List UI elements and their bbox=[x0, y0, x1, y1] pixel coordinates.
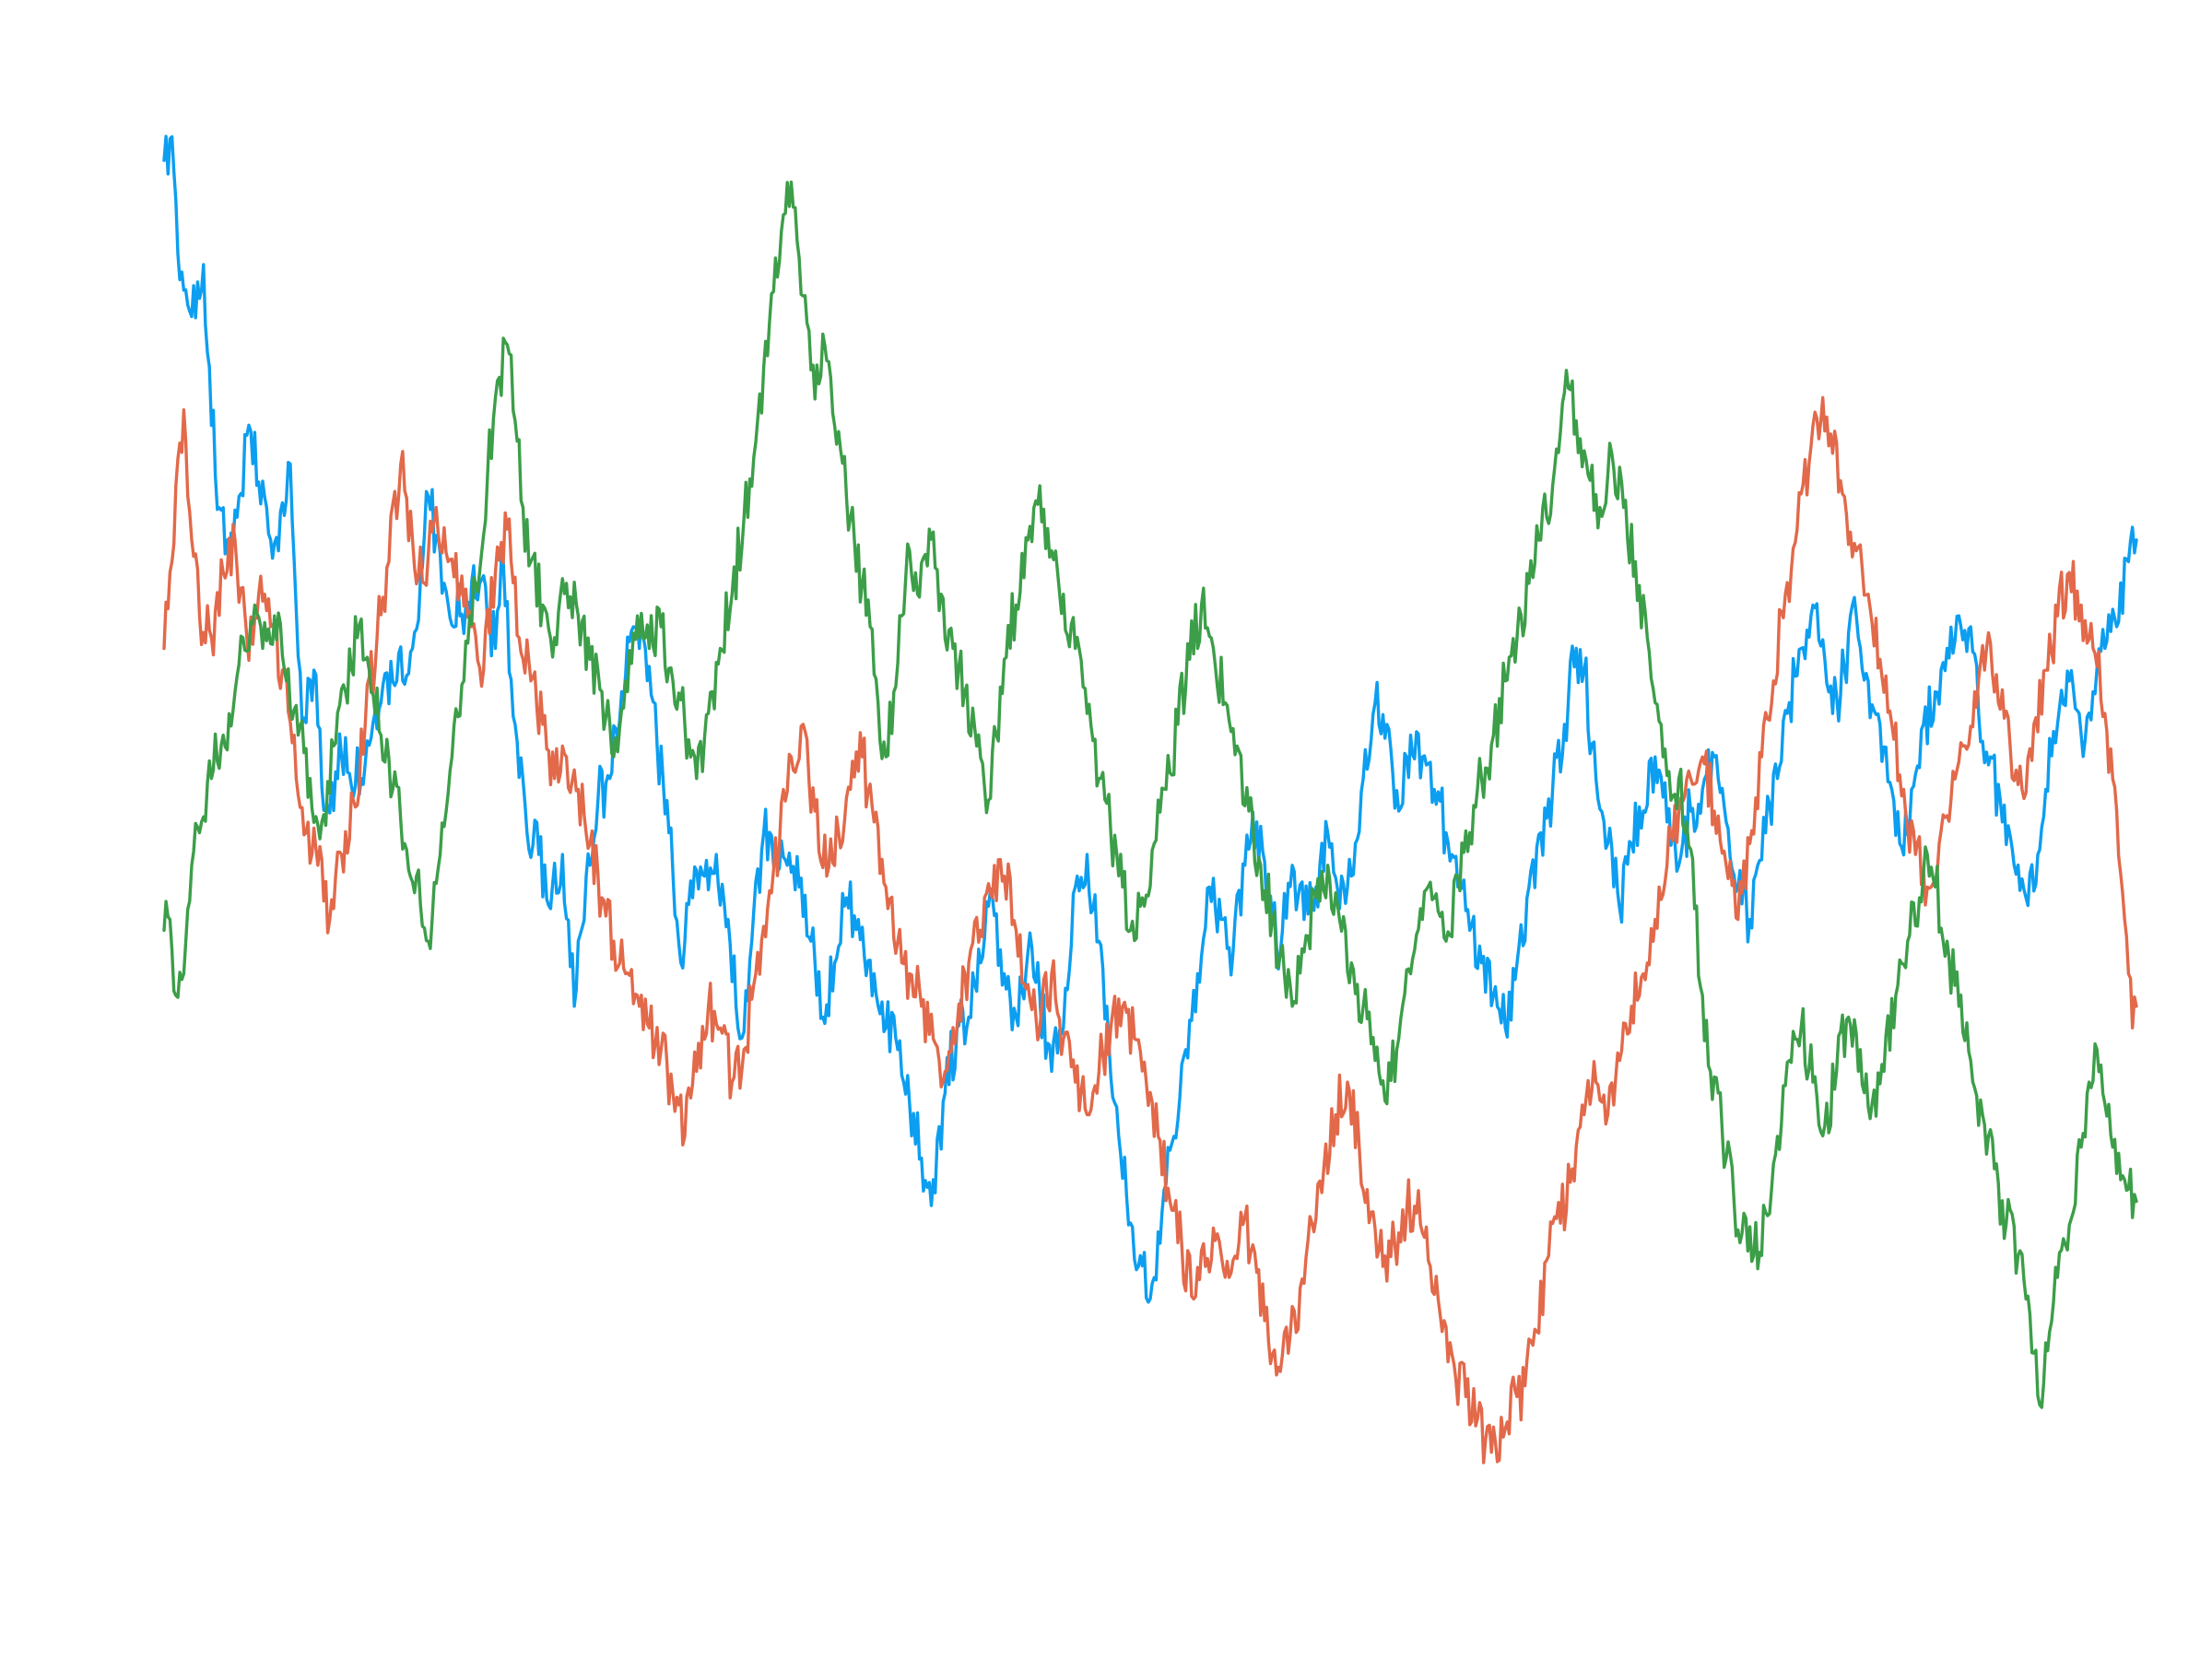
series-line-3 bbox=[162, 180, 2138, 1409]
series-layer bbox=[162, 135, 2138, 1465]
series-line-1 bbox=[162, 135, 2138, 1304]
series-line-2 bbox=[162, 395, 2138, 1465]
